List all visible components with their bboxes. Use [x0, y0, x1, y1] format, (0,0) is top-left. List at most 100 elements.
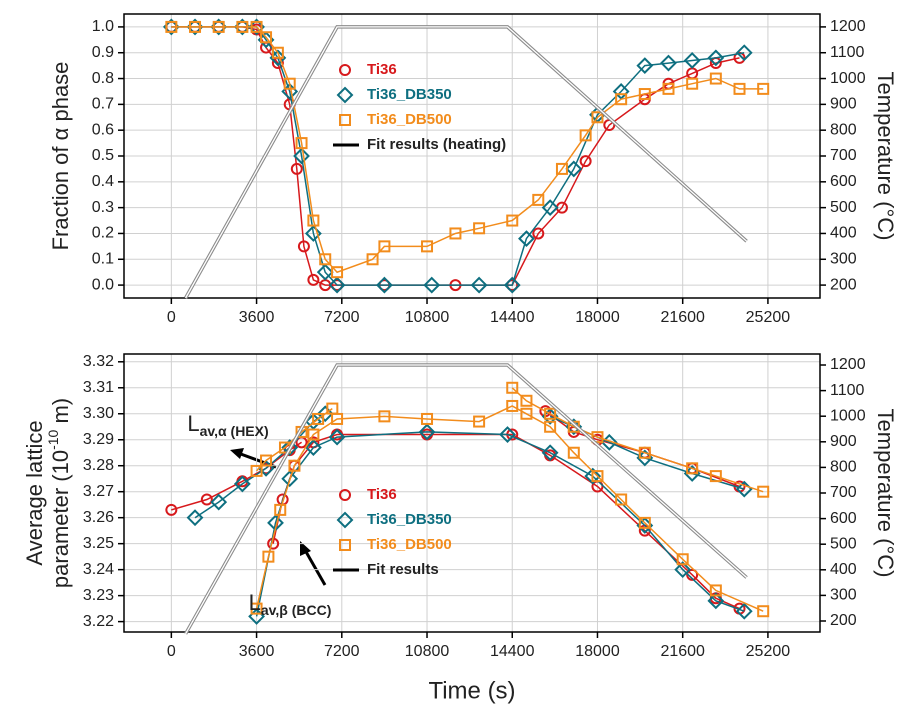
x-tick-label: 14400	[490, 309, 535, 326]
data-point	[260, 31, 273, 44]
x-axis-title: Time (s)	[428, 677, 515, 704]
y-axis-title: Fraction of α phase	[48, 62, 73, 251]
y-tick-label: 0.1	[92, 250, 114, 267]
y2-tick-label: 800	[830, 459, 857, 476]
y2-tick-label: 1100	[830, 382, 865, 399]
data-point	[683, 52, 701, 69]
y-axis-title-part: m)	[48, 398, 73, 430]
data-point	[319, 253, 332, 266]
data-point	[212, 20, 225, 33]
data-point	[331, 412, 344, 425]
data-point	[295, 137, 308, 150]
x-tick-label: 3600	[239, 643, 275, 660]
data-point	[503, 276, 521, 294]
data-point	[297, 240, 310, 253]
data-point	[555, 162, 568, 175]
data-point	[532, 227, 545, 240]
annotation-arrow-head	[300, 541, 311, 556]
data-point	[541, 199, 559, 217]
legend-label: Fit results (heating)	[367, 136, 506, 153]
data-point	[336, 86, 354, 104]
plot-frame	[123, 13, 821, 299]
legend-label: Ti36	[367, 61, 397, 78]
y-tick-label: 3.22	[83, 613, 114, 630]
y2-tick-label: 700	[830, 484, 857, 501]
y2-tick-label: 900	[830, 96, 857, 113]
data-point	[579, 155, 592, 168]
data-point	[331, 266, 344, 279]
y-tick-label: 3.25	[83, 535, 114, 552]
data-point	[591, 111, 604, 124]
y2-tick-label: 500	[830, 199, 857, 216]
data-point	[544, 407, 557, 420]
legend-label: Ti36	[367, 486, 397, 503]
data-point	[567, 446, 580, 459]
data-point	[518, 230, 535, 248]
data-point	[250, 464, 263, 477]
y2-tick-label: 400	[830, 561, 857, 578]
annotation: Lav,β (BCC)	[249, 590, 332, 618]
data-point	[375, 276, 393, 294]
data-point	[470, 276, 488, 294]
data-point	[638, 516, 651, 529]
x-tick-label: 0	[167, 309, 176, 326]
y2-axis-title: Temperature (°C)	[873, 72, 898, 241]
data-point	[473, 222, 486, 235]
data-point	[283, 77, 296, 90]
data-point	[733, 82, 746, 95]
y2-tick-label: 400	[830, 225, 857, 242]
y2-tick-label: 1100	[830, 44, 865, 61]
y-axis-title-sup: -10	[45, 429, 61, 449]
annotation: Lav,α (HEX)	[187, 411, 268, 439]
annotation-main: L	[187, 411, 199, 436]
data-point	[506, 214, 519, 227]
data-point	[271, 46, 284, 59]
data-point	[499, 426, 516, 443]
y2-tick-label: 500	[830, 535, 857, 552]
data-point	[735, 44, 753, 62]
data-point	[686, 77, 699, 90]
data-point	[189, 20, 202, 33]
y2-tick-label: 200	[830, 276, 857, 293]
x-tick-label: 14400	[490, 643, 535, 660]
data-point	[615, 93, 628, 106]
data-point	[662, 82, 675, 95]
data-point	[250, 602, 263, 615]
y-tick-label: 0.7	[92, 96, 114, 113]
data-point	[339, 114, 351, 126]
data-point	[707, 592, 725, 610]
data-point	[638, 446, 651, 459]
data-point	[421, 412, 434, 425]
legend-label: Fit results	[367, 561, 439, 578]
y2-tick-label: 800	[830, 121, 857, 138]
x-tick-label: 18000	[575, 643, 620, 660]
y-tick-label: 3.28	[83, 457, 114, 474]
y-tick-label: 3.27	[83, 483, 114, 500]
data-point	[735, 602, 753, 620]
data-point	[312, 412, 325, 425]
data-point	[328, 276, 346, 294]
x-tick-label: 25200	[746, 309, 791, 326]
data-point	[532, 193, 545, 206]
y-tick-label: 0.8	[92, 70, 114, 87]
data-point	[676, 553, 689, 566]
data-point	[506, 381, 519, 394]
y-tick-label: 0.0	[92, 276, 114, 293]
data-point	[615, 493, 628, 506]
series-line	[171, 26, 764, 274]
data-point	[709, 72, 722, 85]
y-tick-label: 3.30	[83, 405, 114, 422]
data-point	[165, 20, 178, 33]
data-point	[307, 428, 320, 441]
data-point	[304, 225, 322, 242]
data-point	[506, 399, 519, 412]
temperature-line-inner	[185, 364, 748, 635]
y-tick-label: 3.23	[83, 587, 114, 604]
x-tick-label: 25200	[746, 643, 791, 660]
data-point	[544, 420, 557, 433]
data-point	[638, 88, 651, 101]
data-point	[421, 240, 434, 253]
x-tick-label: 10800	[405, 309, 450, 326]
data-point	[328, 428, 346, 446]
x-tick-label: 7200	[324, 643, 360, 660]
